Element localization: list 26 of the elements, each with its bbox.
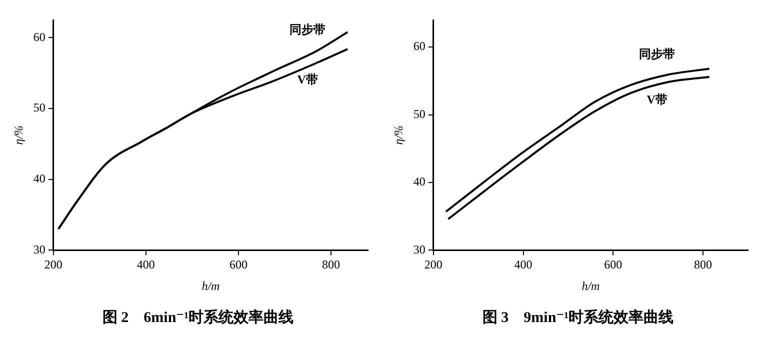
series-label: 同步带 — [290, 22, 326, 37]
x-tick-label: 600 — [229, 258, 248, 272]
y-tick-label: 50 — [33, 100, 46, 115]
series-label: V带 — [297, 72, 318, 87]
y-tick-label: 40 — [413, 174, 426, 189]
y-axis-title: η/% — [11, 125, 26, 145]
x-tick-label: 600 — [604, 258, 622, 272]
x-axis-title: h/m — [202, 278, 220, 293]
x-axis-title: h/m — [582, 278, 600, 293]
y-tick-label: 50 — [413, 106, 426, 121]
y-tick-label: 60 — [413, 39, 426, 54]
x-tick-label: 800 — [694, 258, 712, 272]
series-label: 同步带 — [639, 46, 676, 61]
y-tick-label: 40 — [33, 172, 46, 186]
x-tick-label: 800 — [322, 258, 340, 272]
series-label: V带 — [646, 92, 668, 106]
x-tick-label: 400 — [514, 258, 532, 272]
text: 图 2 6min⁻¹时系统效率曲线 — [101, 308, 295, 327]
x-tick-label: 200 — [44, 258, 62, 272]
y-axis-title: η/% — [391, 125, 406, 145]
y-tick-label: 30 — [413, 242, 426, 256]
x-tick-label: 400 — [136, 258, 155, 272]
x-tick-label: 200 — [424, 258, 442, 272]
y-tick-label: 30 — [33, 242, 46, 256]
y-tick-label: 60 — [33, 30, 46, 44]
text: 图 3 9min⁻¹时系统效率曲线 — [481, 308, 675, 327]
